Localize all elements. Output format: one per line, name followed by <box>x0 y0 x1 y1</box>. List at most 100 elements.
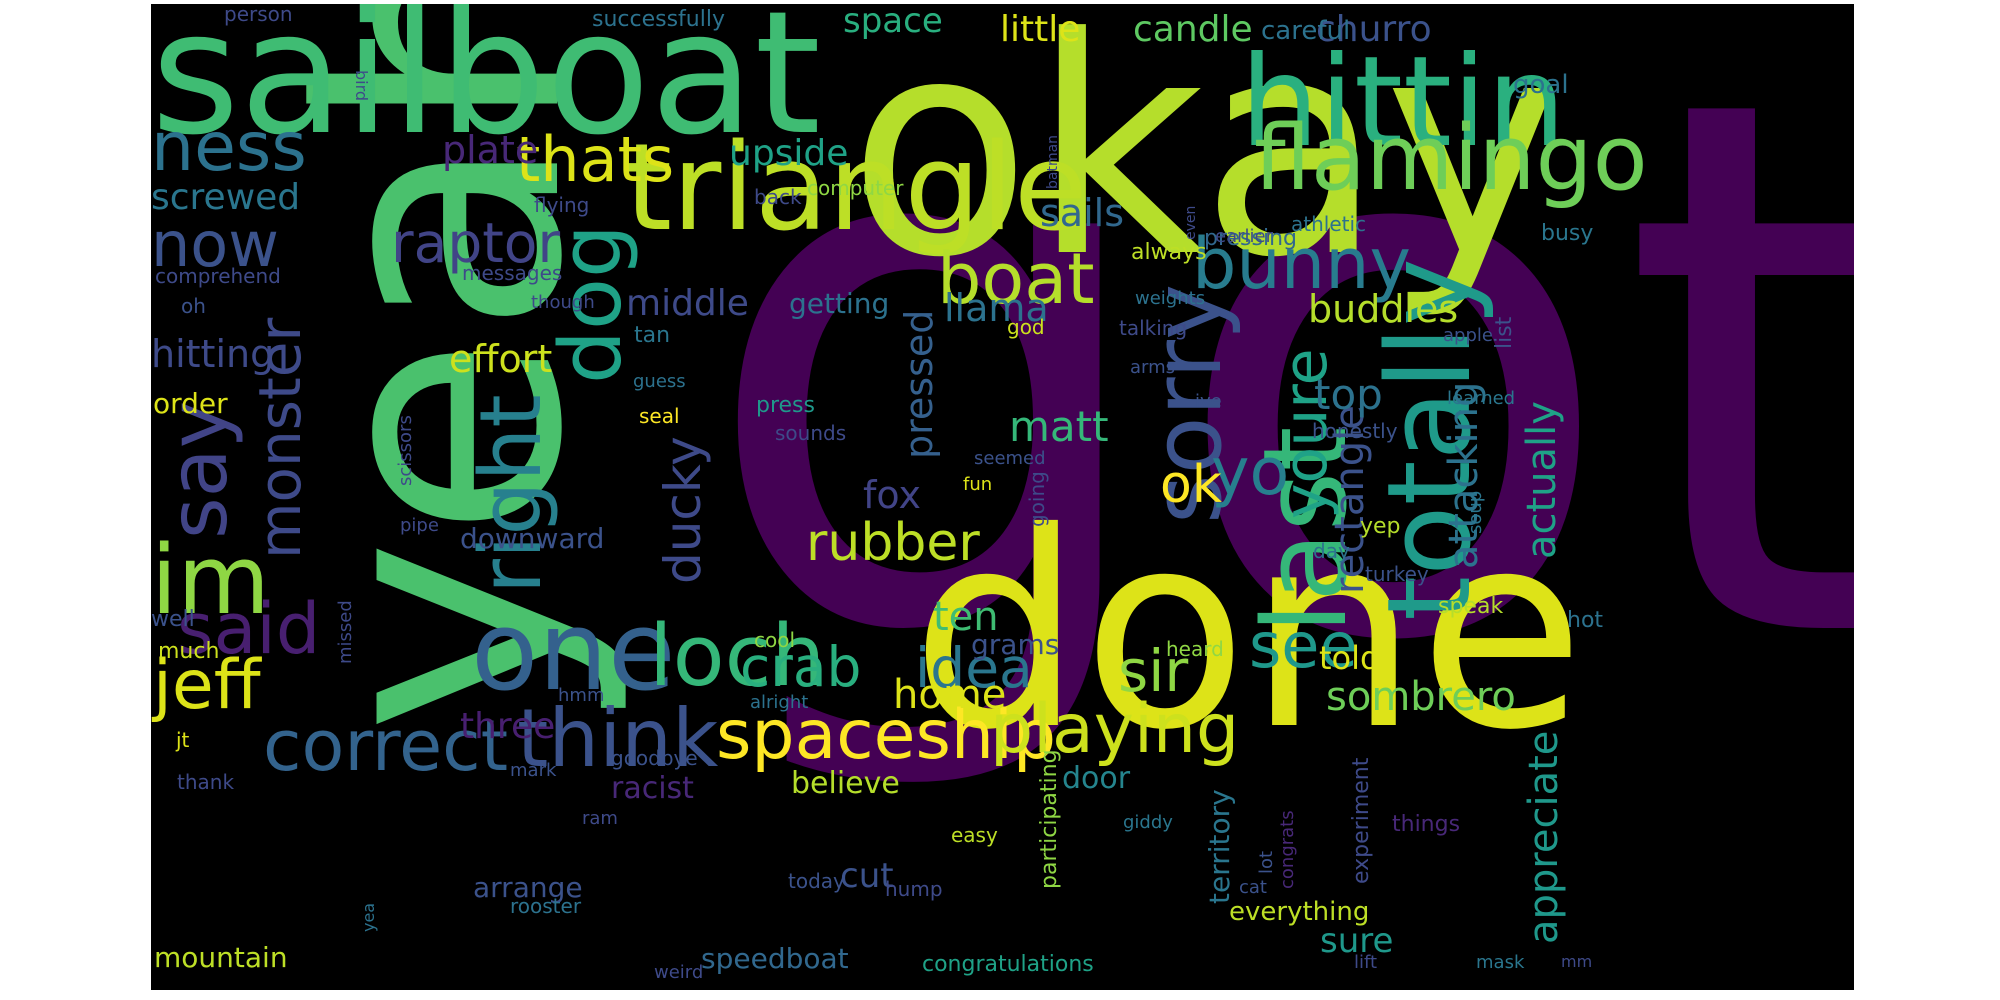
word-right: right <box>462 394 561 594</box>
word-grams: grams <box>971 628 1060 661</box>
word-oh: oh <box>181 294 206 318</box>
word-day: day <box>1313 539 1350 563</box>
word-idea: idea <box>915 636 1033 700</box>
word-honestly: honestly <box>1312 419 1398 443</box>
word-guess: guess <box>633 371 686 392</box>
word-im: im <box>151 526 270 636</box>
word-alright: alright <box>750 692 809 713</box>
word-candle: candle <box>1133 9 1253 50</box>
word-press: press <box>756 393 815 418</box>
word-easy: easy <box>951 823 998 847</box>
word-rooster: rooster <box>510 894 582 918</box>
word-well: well <box>151 607 195 632</box>
word-sailboat: sailboat <box>151 4 821 173</box>
word-getting: getting <box>789 287 890 320</box>
word-little: little <box>1000 9 1081 50</box>
word-successfully: successfully <box>592 7 725 32</box>
word-arrange: arrange <box>473 871 583 904</box>
word-speedboat: speedboat <box>701 942 849 975</box>
word-order: order <box>153 387 228 420</box>
word-experiment: experiment <box>1349 757 1374 884</box>
word-believe: believe <box>791 766 900 801</box>
word-crab: crab <box>740 635 862 699</box>
word-hmm: hmm <box>558 685 605 706</box>
word-attacking: attacking <box>1441 381 1487 569</box>
word-comprehend: comprehend <box>155 264 281 288</box>
word-bunny: bunny <box>1192 223 1411 305</box>
word-one: one <box>471 587 676 715</box>
word-okay: okay <box>848 4 1562 323</box>
word-bird: bird <box>352 70 371 102</box>
word-home: home <box>893 672 1007 718</box>
word-batman: batman <box>1045 134 1061 189</box>
word-matt: matt <box>1009 402 1109 451</box>
word-learned: learned <box>1447 388 1516 409</box>
word-mountain: mountain <box>154 941 288 974</box>
word-rubber: rubber <box>806 513 980 573</box>
word-back: back <box>754 185 802 209</box>
word-sir: sir <box>1118 637 1189 705</box>
word-fun: fun <box>963 474 993 495</box>
word-sails: sails <box>1040 191 1124 235</box>
word-hittin: hittin <box>1240 30 1566 175</box>
word-weights: weights <box>1135 288 1206 309</box>
word-congratulations: congratulations <box>922 952 1094 977</box>
word-going: going <box>1025 471 1049 527</box>
word-cut: cut <box>840 856 894 896</box>
word-weird: weird <box>654 962 704 983</box>
word-mm: mm <box>1561 952 1593 971</box>
word-pipe: pipe <box>400 515 439 536</box>
word-ducky: ducky <box>654 436 712 584</box>
word-today: today <box>788 869 845 893</box>
word-space: space <box>843 4 943 41</box>
word-god: god <box>1007 315 1045 339</box>
word-hitting: hitting <box>151 332 275 376</box>
word-yep: yep <box>1360 514 1401 539</box>
word-say: say <box>152 400 245 539</box>
word-said: said <box>177 588 321 670</box>
word-flamingo: flamingo <box>1254 106 1648 211</box>
word-talking: talking <box>1119 316 1188 340</box>
word-though: though <box>531 292 595 313</box>
word-llama: llama <box>944 286 1049 330</box>
word-flying: flying <box>534 193 590 217</box>
word-ok: ok <box>1160 455 1222 515</box>
word-soup: soup <box>1465 490 1486 534</box>
word-spaceship: spaceship <box>716 696 1057 775</box>
word-computer: computer <box>807 176 904 200</box>
word-three: three <box>460 706 556 747</box>
word-hump: hump <box>885 877 943 901</box>
word-athletic: athletic <box>1291 212 1367 236</box>
word-downward: downward <box>460 522 605 555</box>
word-participating: participating <box>1037 749 1062 889</box>
word-playing: playing <box>990 690 1240 769</box>
word-thank: thank <box>177 770 235 794</box>
word-everything: everything <box>1229 897 1370 927</box>
word-jt: jt <box>176 728 190 752</box>
word-done: done <box>911 474 1585 789</box>
word-earlier: earlier <box>1215 226 1273 247</box>
word-scissors: scissors <box>395 415 416 486</box>
word-messages: messages <box>462 261 563 285</box>
word-loch: loch <box>649 607 826 706</box>
word-see: see <box>1249 609 1358 682</box>
word-jeff: jeff <box>153 646 261 725</box>
word-top: top <box>1314 370 1383 419</box>
word-speak: speak <box>1438 594 1504 619</box>
word-cloud-panel: got okay yeah done sailboat hittin trian… <box>151 4 1854 990</box>
word-goodbye: goodbye <box>611 746 698 770</box>
word-boat: boat <box>937 238 1095 320</box>
word-appreciate: appreciate <box>1521 730 1567 944</box>
word-screwed: screwed <box>151 177 301 218</box>
word-heard: heard <box>1166 637 1224 661</box>
word-ness: ness <box>151 108 307 187</box>
word-actually: actually <box>1519 401 1565 559</box>
word-sombrero: sombrero <box>1326 674 1516 720</box>
word-fox: fox <box>863 473 921 517</box>
word-effort: effort <box>449 337 553 381</box>
word-plate: plate <box>442 128 539 172</box>
word-told: told <box>1319 639 1381 677</box>
word-giddy: giddy <box>1123 812 1173 833</box>
word-arms: arms <box>1130 357 1176 378</box>
word-yo: yo <box>1211 435 1290 510</box>
